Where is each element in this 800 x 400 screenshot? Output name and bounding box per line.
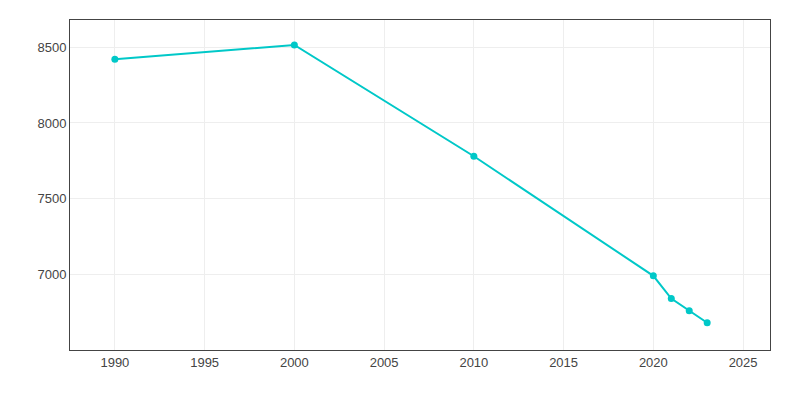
svg-text:2015: 2015: [549, 355, 578, 370]
svg-text:7500: 7500: [37, 191, 66, 206]
svg-text:1990: 1990: [100, 355, 129, 370]
svg-text:1995: 1995: [190, 355, 219, 370]
svg-text:2010: 2010: [459, 355, 488, 370]
svg-text:2025: 2025: [729, 355, 758, 370]
svg-text:7000: 7000: [37, 267, 66, 282]
svg-text:8000: 8000: [37, 115, 66, 130]
svg-text:2005: 2005: [370, 355, 399, 370]
svg-text:2020: 2020: [639, 355, 668, 370]
svg-text:8500: 8500: [37, 40, 66, 55]
svg-text:2000: 2000: [280, 355, 309, 370]
